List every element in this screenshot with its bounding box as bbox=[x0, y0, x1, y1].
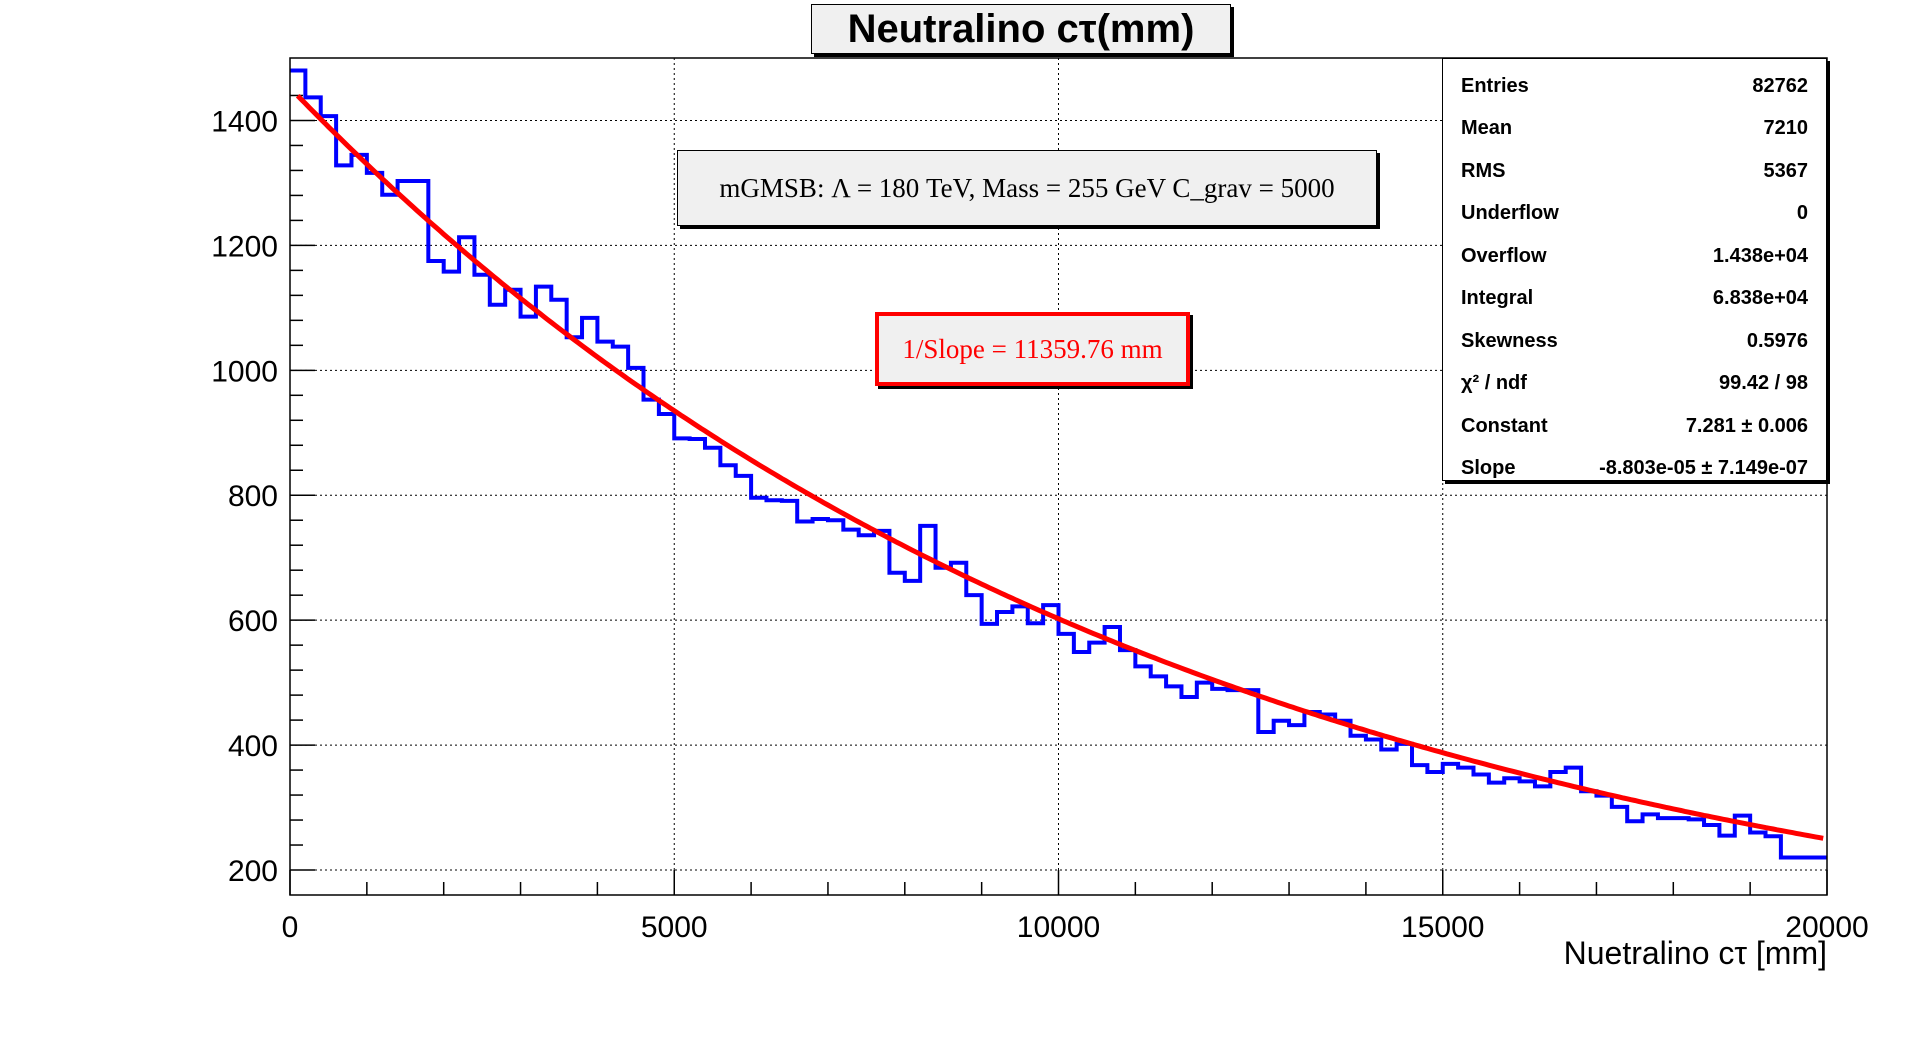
plot-frame bbox=[289, 57, 1828, 896]
exponential-fit-curve bbox=[295, 93, 1824, 841]
stat-row: Integral 6.838e+04 bbox=[1461, 278, 1808, 321]
x-tick-label: 5000 bbox=[641, 911, 708, 944]
stat-row: RMS 5367 bbox=[1461, 150, 1808, 193]
stat-row: Constant 7.281 ± 0.006 bbox=[1461, 405, 1808, 448]
stat-label: Integral bbox=[1461, 287, 1534, 310]
tick-labels: 0 5000 10000 15000 20000 200 400 600 800 1000 1200… bbox=[211, 105, 1868, 944]
stat-label: Constant bbox=[1461, 414, 1548, 437]
x-tick-label: 20000 bbox=[1785, 911, 1868, 944]
stat-row: Mean 7210 bbox=[1461, 108, 1808, 151]
x-tick-label: 15000 bbox=[1401, 911, 1484, 944]
stat-row: Skewness 0.5976 bbox=[1461, 320, 1808, 363]
stat-value: 0.5976 bbox=[1746, 329, 1808, 352]
x-tick-label: 0 bbox=[282, 911, 299, 944]
model-annotation: mGMSB: Λ = 180 TeV, Mass = 255 GeV C_gra… bbox=[677, 150, 1377, 226]
stat-value: 1.438e+04 bbox=[1712, 244, 1808, 267]
y-tick-label: 1000 bbox=[211, 355, 278, 388]
x-tick-label: 10000 bbox=[1017, 911, 1100, 944]
stat-value: 6.838e+04 bbox=[1712, 287, 1808, 310]
y-tick-label: 1400 bbox=[211, 105, 278, 138]
stats-box: Entries 82762 Mean 7210 RMS 5367 Underflow 0… bbox=[1442, 58, 1827, 481]
stat-row: Underflow 0 bbox=[1461, 193, 1808, 236]
stat-label: χ² / ndf bbox=[1461, 372, 1527, 395]
stat-value: 5367 bbox=[1763, 159, 1809, 182]
x-axis-label: Nuetralino cτ [mm] bbox=[1564, 935, 1827, 971]
y-tick-label: 800 bbox=[228, 480, 278, 513]
stat-value: -8.803e-05 ± 7.149e-07 bbox=[1599, 457, 1808, 480]
stat-row: Overflow 1.438e+04 bbox=[1461, 235, 1808, 278]
y-tick-label: 1200 bbox=[211, 230, 278, 263]
stat-label: Slope bbox=[1461, 457, 1516, 480]
stat-row: Slope -8.803e-05 ± 7.149e-07 bbox=[1461, 448, 1808, 491]
y-tick-label: 600 bbox=[228, 605, 278, 638]
slope-annotation: 1/Slope = 11359.76 mm bbox=[875, 312, 1190, 386]
stat-row: Entries 82762 bbox=[1461, 65, 1808, 108]
stat-value: 7210 bbox=[1763, 117, 1809, 140]
histogram-series bbox=[290, 68, 1827, 860]
y-tick-label: 200 bbox=[228, 855, 278, 888]
y-tick-label: 400 bbox=[228, 730, 278, 763]
stat-label: Entries bbox=[1461, 74, 1529, 97]
stat-label: RMS bbox=[1461, 159, 1506, 182]
stat-value: 99.42 / 98 bbox=[1719, 372, 1808, 395]
stat-row: χ² / ndf 99.42 / 98 bbox=[1461, 363, 1808, 406]
stat-value: 0 bbox=[1796, 202, 1808, 225]
stat-label: Underflow bbox=[1461, 202, 1559, 225]
stat-label: Skewness bbox=[1461, 329, 1558, 352]
stat-value: 82762 bbox=[1752, 74, 1808, 97]
stat-label: Mean bbox=[1461, 117, 1513, 140]
stat-label: Overflow bbox=[1461, 244, 1547, 267]
stat-value: 7.281 ± 0.006 bbox=[1685, 414, 1808, 437]
chart-title: Neutralino cτ(mm) bbox=[811, 4, 1231, 54]
